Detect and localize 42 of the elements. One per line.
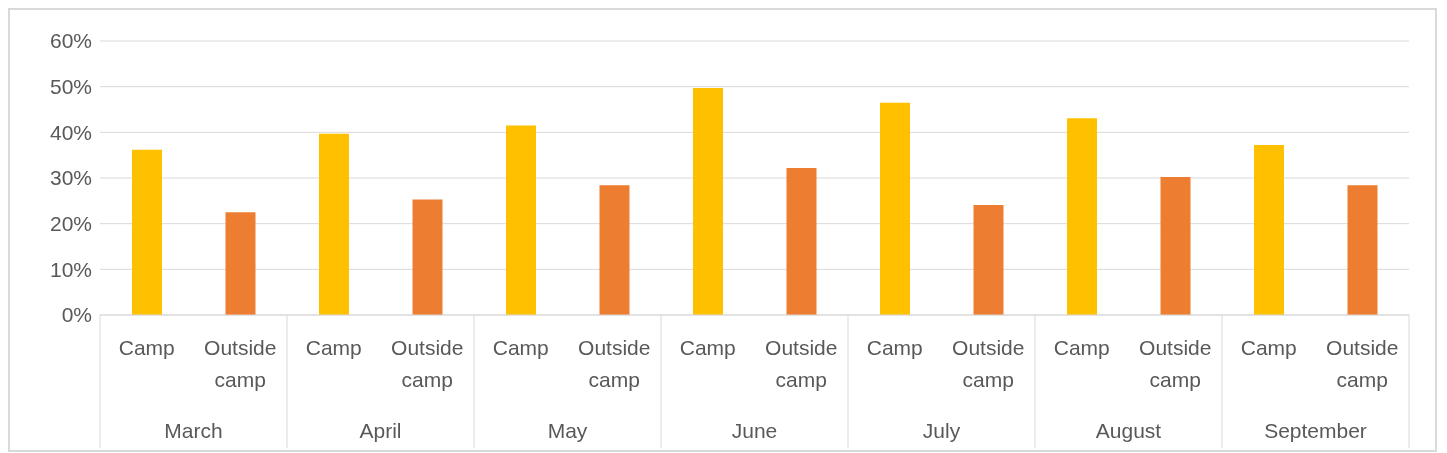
y-tick-label: 20% <box>49 212 92 236</box>
bar <box>412 199 443 315</box>
text: Camp <box>866 336 923 359</box>
bar <box>225 212 256 315</box>
x-tick-label: May <box>547 419 588 442</box>
text: Camp <box>1053 336 1110 359</box>
bar <box>319 133 349 315</box>
bar <box>786 167 817 315</box>
text: Camp <box>492 336 549 359</box>
text: Outside camp <box>578 336 651 391</box>
text: Outside camp <box>765 336 838 391</box>
bar <box>1347 185 1378 315</box>
text: Outside camp <box>1326 336 1399 391</box>
text: Outside camp <box>952 336 1025 391</box>
y-tick-label: 0% <box>61 303 92 327</box>
text: Outside camp <box>1139 336 1212 391</box>
x-tick-label: April <box>359 419 402 442</box>
x-tick-label: March <box>164 419 223 442</box>
series-label: Outside camp <box>204 336 277 391</box>
x-tick-label: July <box>922 419 961 442</box>
x-tick-label: September <box>1264 419 1367 442</box>
bar <box>880 102 910 315</box>
y-tick-label: 40% <box>49 120 92 144</box>
text: Camp <box>118 336 175 359</box>
x-tick-label: June <box>731 419 778 442</box>
bar <box>973 204 1004 315</box>
y-tick-label: 60% <box>49 29 92 53</box>
bar <box>599 185 630 315</box>
y-tick-label: 50% <box>49 75 92 99</box>
text: Camp <box>679 336 736 359</box>
y-tick-label: 30% <box>49 166 92 190</box>
text: Outside camp <box>391 336 464 391</box>
y-tick-label: 10% <box>49 257 92 281</box>
bar <box>693 88 723 315</box>
bar <box>1160 177 1191 315</box>
bar <box>1254 145 1284 315</box>
bar <box>506 125 536 315</box>
x-tick-label: August <box>1095 419 1162 442</box>
text: Camp <box>1240 336 1297 359</box>
bar <box>132 149 162 315</box>
bar <box>1067 118 1097 315</box>
series-label: Camp <box>305 336 362 359</box>
